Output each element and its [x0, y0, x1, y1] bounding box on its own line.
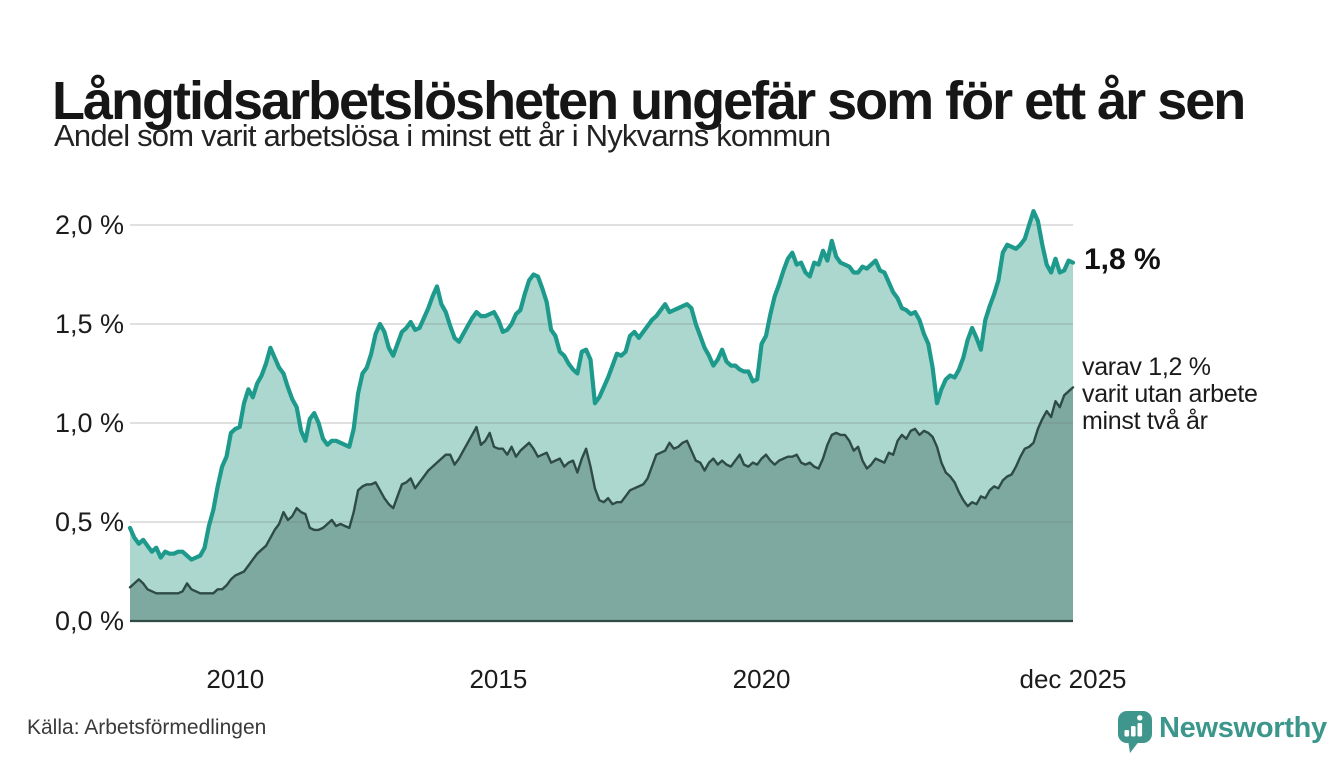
series-area-1 [130, 387, 1073, 621]
x-tick-label: 2010 [206, 664, 264, 694]
y-tick-label: 1,5 % [55, 309, 124, 339]
y-tick-label: 2,0 % [55, 210, 124, 240]
latest-value-label: 1,8 % [1084, 243, 1161, 276]
two-year-annotation-line: minst två år [1082, 407, 1208, 435]
y-tick-label: 0,5 % [55, 507, 124, 537]
x-tick-label: dec 2025 [1020, 664, 1127, 694]
page-title: Långtidsarbetslösheten ungefär som för e… [52, 71, 1246, 132]
chart-svg: 0,0 % 0,5 % 1,0 % 1,5 % 2,0 % 2010 2015 2020 dec… [55, 209, 1127, 694]
x-tick-label: 2015 [469, 664, 527, 694]
two-year-annotation-line: varit utan arbete [1082, 380, 1258, 408]
series-line-1 [128, 386, 1075, 595]
x-tick-label: 2020 [733, 664, 791, 694]
brand-logo: Newsworthy [1117, 710, 1327, 754]
two-year-annotation: varav 1,2 % varit utan arbete minst två … [1082, 354, 1258, 435]
newsworthy-bubble-chart-icon [1118, 711, 1152, 753]
source-label: Källa: Arbetsförmedlingen [27, 716, 267, 739]
y-tick-label: 0,0 % [55, 606, 124, 636]
brand-name: Newsworthy [1159, 712, 1327, 744]
page-subtitle: Andel som varit arbetslösa i minst ett å… [54, 118, 831, 153]
two-year-annotation-line: varav 1,2 % [1082, 353, 1211, 381]
series-line-0 [127, 209, 1076, 562]
y-tick-label: 1,0 % [55, 408, 124, 438]
